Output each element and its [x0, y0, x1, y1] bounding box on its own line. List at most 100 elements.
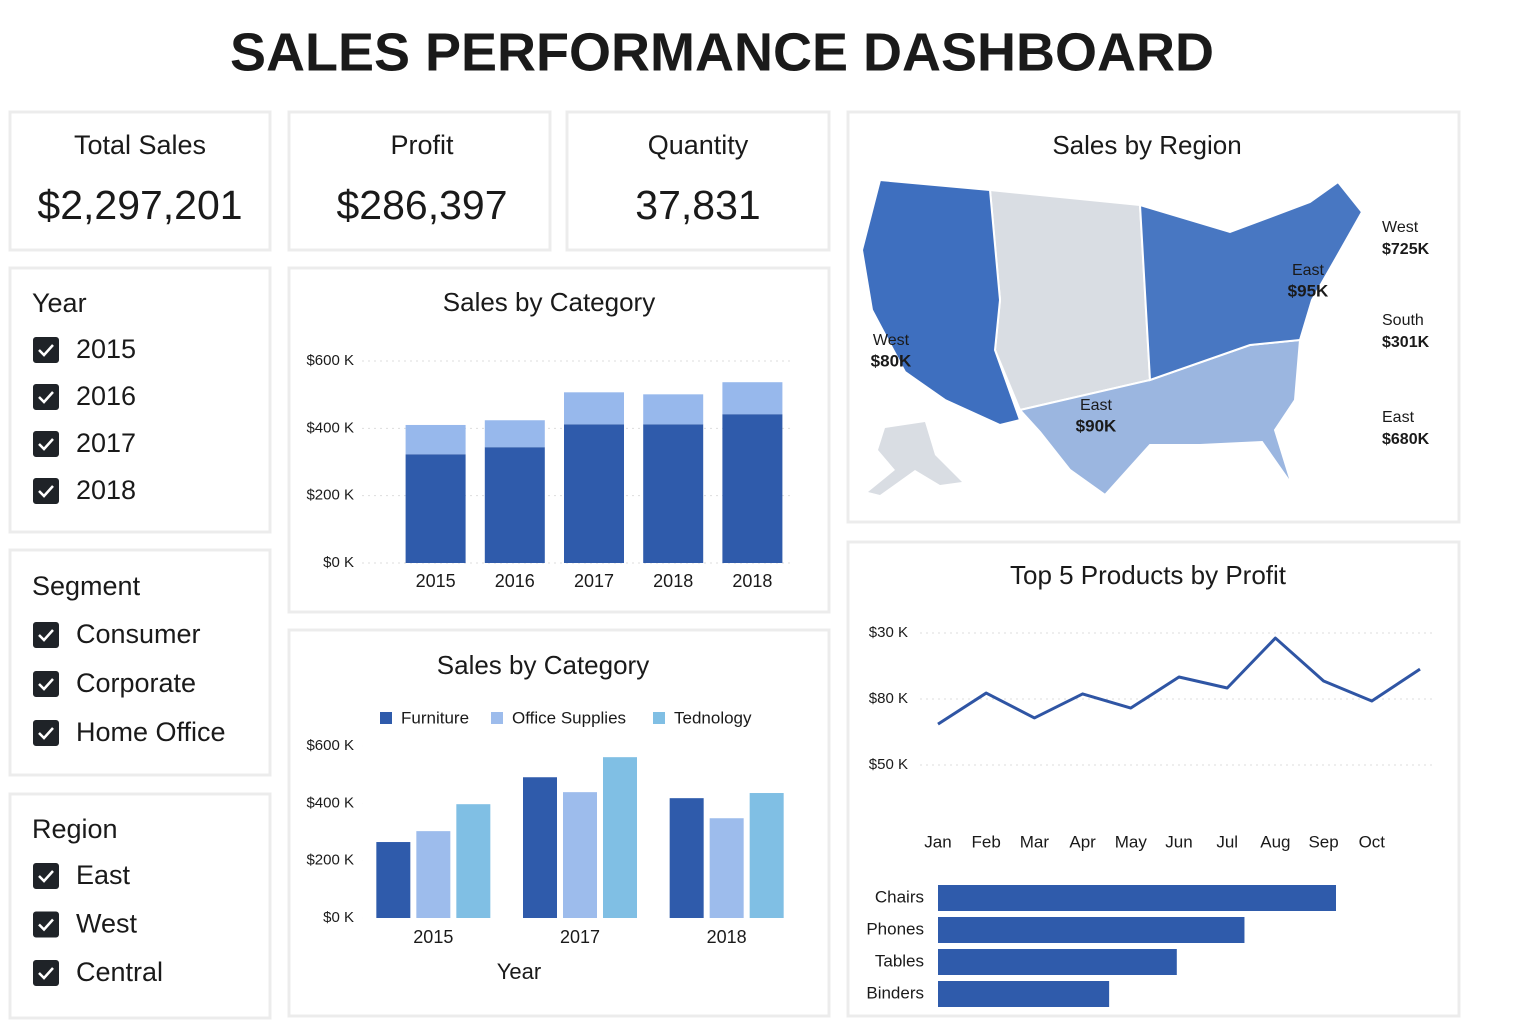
map-alaska: [868, 422, 962, 495]
kpi-value: 37,831: [635, 182, 760, 228]
y-tick-label: Binders: [866, 983, 924, 1002]
checkmark: [38, 438, 54, 451]
filter-title: Year: [32, 288, 87, 318]
x-tick-label: 2018: [707, 927, 747, 947]
kpi-label: Quantity: [648, 130, 749, 160]
y-tick-label: $200 K: [306, 852, 354, 869]
y-tick-label: $0 K: [323, 909, 354, 926]
kpi-card: [287, 110, 552, 252]
chart-title: Sales by Category: [437, 650, 649, 680]
filter-option: 2016: [76, 381, 136, 411]
x-tick-label: Oct: [1359, 832, 1386, 851]
y-tick-label: $600 K: [306, 352, 354, 369]
checkbox[interactable]: [33, 478, 59, 504]
kpi-card: [8, 110, 272, 252]
chart-panel: [287, 628, 831, 1018]
x-tick-label: Aug: [1260, 832, 1290, 851]
map-annotation-value: $90K: [1076, 416, 1117, 435]
bar: [938, 917, 1245, 943]
map-legend-name: East: [1382, 409, 1415, 426]
x-tick-label: 2017: [560, 927, 600, 947]
chart-title: Sales by Category: [443, 287, 655, 317]
checkbox[interactable]: [33, 431, 59, 457]
filter-option: 2017: [76, 428, 136, 458]
bar: [416, 831, 451, 918]
x-tick-label: May: [1115, 832, 1148, 851]
x-tick-label: Feb: [972, 832, 1001, 851]
map-annotation-value: $95K: [1288, 281, 1329, 300]
legend-swatch: [653, 712, 665, 724]
map-legend-value: $725K: [1382, 241, 1430, 258]
kpi-label: Profit: [390, 130, 454, 160]
chart-title: Sales by Region: [1052, 130, 1241, 160]
bar: [603, 757, 637, 918]
y-tick-label: $400 K: [306, 794, 354, 811]
x-tick-label: 2016: [495, 571, 535, 591]
y-tick-label: Phones: [866, 919, 924, 938]
bar: [749, 793, 784, 918]
filter-title: Region: [32, 814, 118, 844]
bar-segment: [722, 382, 783, 415]
bar-segment: [484, 420, 545, 448]
filter-option: East: [76, 860, 131, 890]
x-tick-label: Jan: [924, 832, 951, 851]
map-annotation-name: East: [1292, 262, 1325, 279]
filter-option: Corporate: [76, 668, 196, 698]
legend-label: Furniture: [401, 708, 469, 727]
x-tick-label: Jun: [1165, 832, 1192, 851]
checkmark: [38, 870, 54, 883]
bar-segment: [643, 424, 704, 563]
checkbox[interactable]: [33, 960, 59, 986]
y-tick-label: $600 K: [306, 737, 354, 754]
x-tick-label: 2015: [413, 927, 453, 947]
checkmark: [38, 678, 54, 691]
map-region: [1138, 180, 1364, 382]
chart-title: Top 5 Products by Profit: [1010, 560, 1287, 590]
x-tick-label: 2018: [653, 571, 693, 591]
bar: [456, 804, 491, 918]
x-tick-label: Apr: [1069, 832, 1096, 851]
legend-swatch: [380, 712, 392, 724]
legend-label: Tednology: [674, 708, 752, 727]
bar-segment: [484, 447, 545, 563]
checkbox[interactable]: [33, 863, 59, 889]
map-legend-value: $680K: [1382, 431, 1430, 448]
bar: [523, 777, 557, 918]
x-tick-label: Mar: [1020, 832, 1050, 851]
bar: [709, 818, 744, 918]
chart-panel: [846, 540, 1461, 1018]
bar: [376, 842, 411, 918]
checkmark: [38, 918, 54, 932]
filter-option: 2018: [76, 475, 136, 505]
bar-segment: [643, 394, 704, 425]
checkbox[interactable]: [33, 622, 59, 648]
legend-label: Office Supplies: [512, 708, 626, 727]
checkmark: [38, 485, 54, 498]
bar: [938, 949, 1177, 975]
bar-segment: [564, 424, 624, 563]
checkmark: [38, 727, 54, 740]
bar: [563, 792, 597, 918]
bar-segment: [722, 414, 783, 563]
checkbox[interactable]: [33, 337, 59, 363]
kpi-card: [565, 110, 831, 252]
bar-segment: [405, 454, 466, 563]
x-tick-label: Sep: [1308, 832, 1338, 851]
x-tick-label: 2015: [416, 571, 456, 591]
y-tick-label: $200 K: [306, 487, 354, 504]
checkbox[interactable]: [33, 384, 59, 410]
x-tick-label: 2018: [732, 571, 772, 591]
filter-option: Home Office: [76, 717, 226, 747]
filter-option: 2015: [76, 334, 136, 364]
map-annotation-name: East: [1080, 397, 1113, 414]
filter-option: West: [76, 909, 138, 939]
filter-title: Segment: [32, 571, 141, 601]
checkbox[interactable]: [33, 671, 59, 697]
checkbox[interactable]: [33, 720, 59, 746]
checkbox[interactable]: [33, 911, 59, 938]
y-tick-label: $0 K: [323, 554, 354, 571]
map-annotation-name: West: [873, 332, 910, 349]
checkmark: [38, 344, 54, 357]
